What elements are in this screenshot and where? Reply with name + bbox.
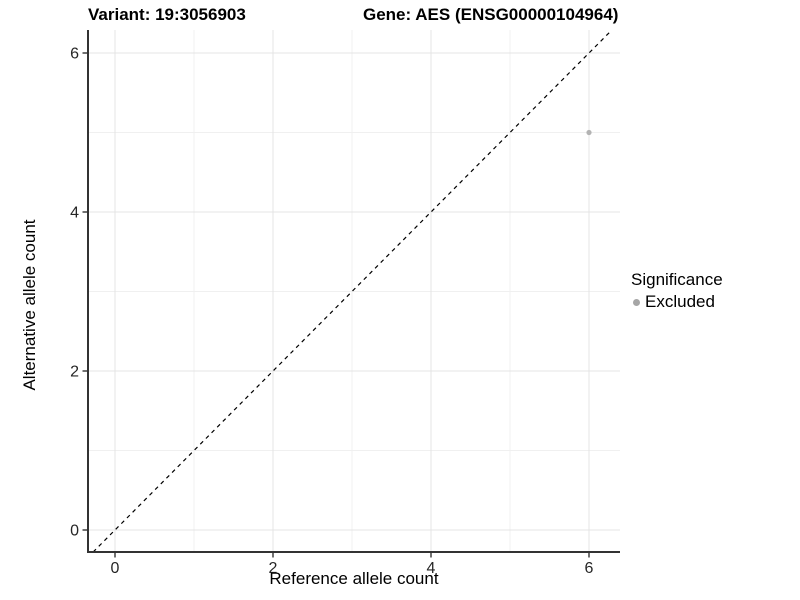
legend-point-icon — [633, 298, 640, 306]
variant-title: Variant: 19:3056903 — [88, 5, 246, 24]
gene-title: Gene: AES (ENSG00000104964) — [363, 5, 619, 24]
x-tick-label: 0 — [111, 560, 120, 577]
x-tick-label: 4 — [427, 560, 436, 577]
legend-entry-label: Excluded — [645, 292, 715, 311]
x-axis-label: Reference allele count — [269, 569, 439, 588]
x-tick-label: 6 — [585, 560, 594, 577]
x-tick-label: 2 — [269, 560, 278, 577]
y-tick-label: 6 — [70, 46, 79, 63]
y-tick-label: 0 — [70, 523, 79, 540]
y-tick-label: 2 — [70, 364, 79, 381]
legend-title: Significance — [631, 270, 723, 289]
data-point — [586, 129, 592, 136]
legend: Significance Excluded — [631, 270, 723, 312]
y-axis-label: Alternative allele count — [20, 219, 39, 391]
y-tick-label: 4 — [70, 205, 79, 222]
identity-dashed-line — [92, 29, 613, 553]
legend-entry: Excluded — [631, 292, 723, 312]
